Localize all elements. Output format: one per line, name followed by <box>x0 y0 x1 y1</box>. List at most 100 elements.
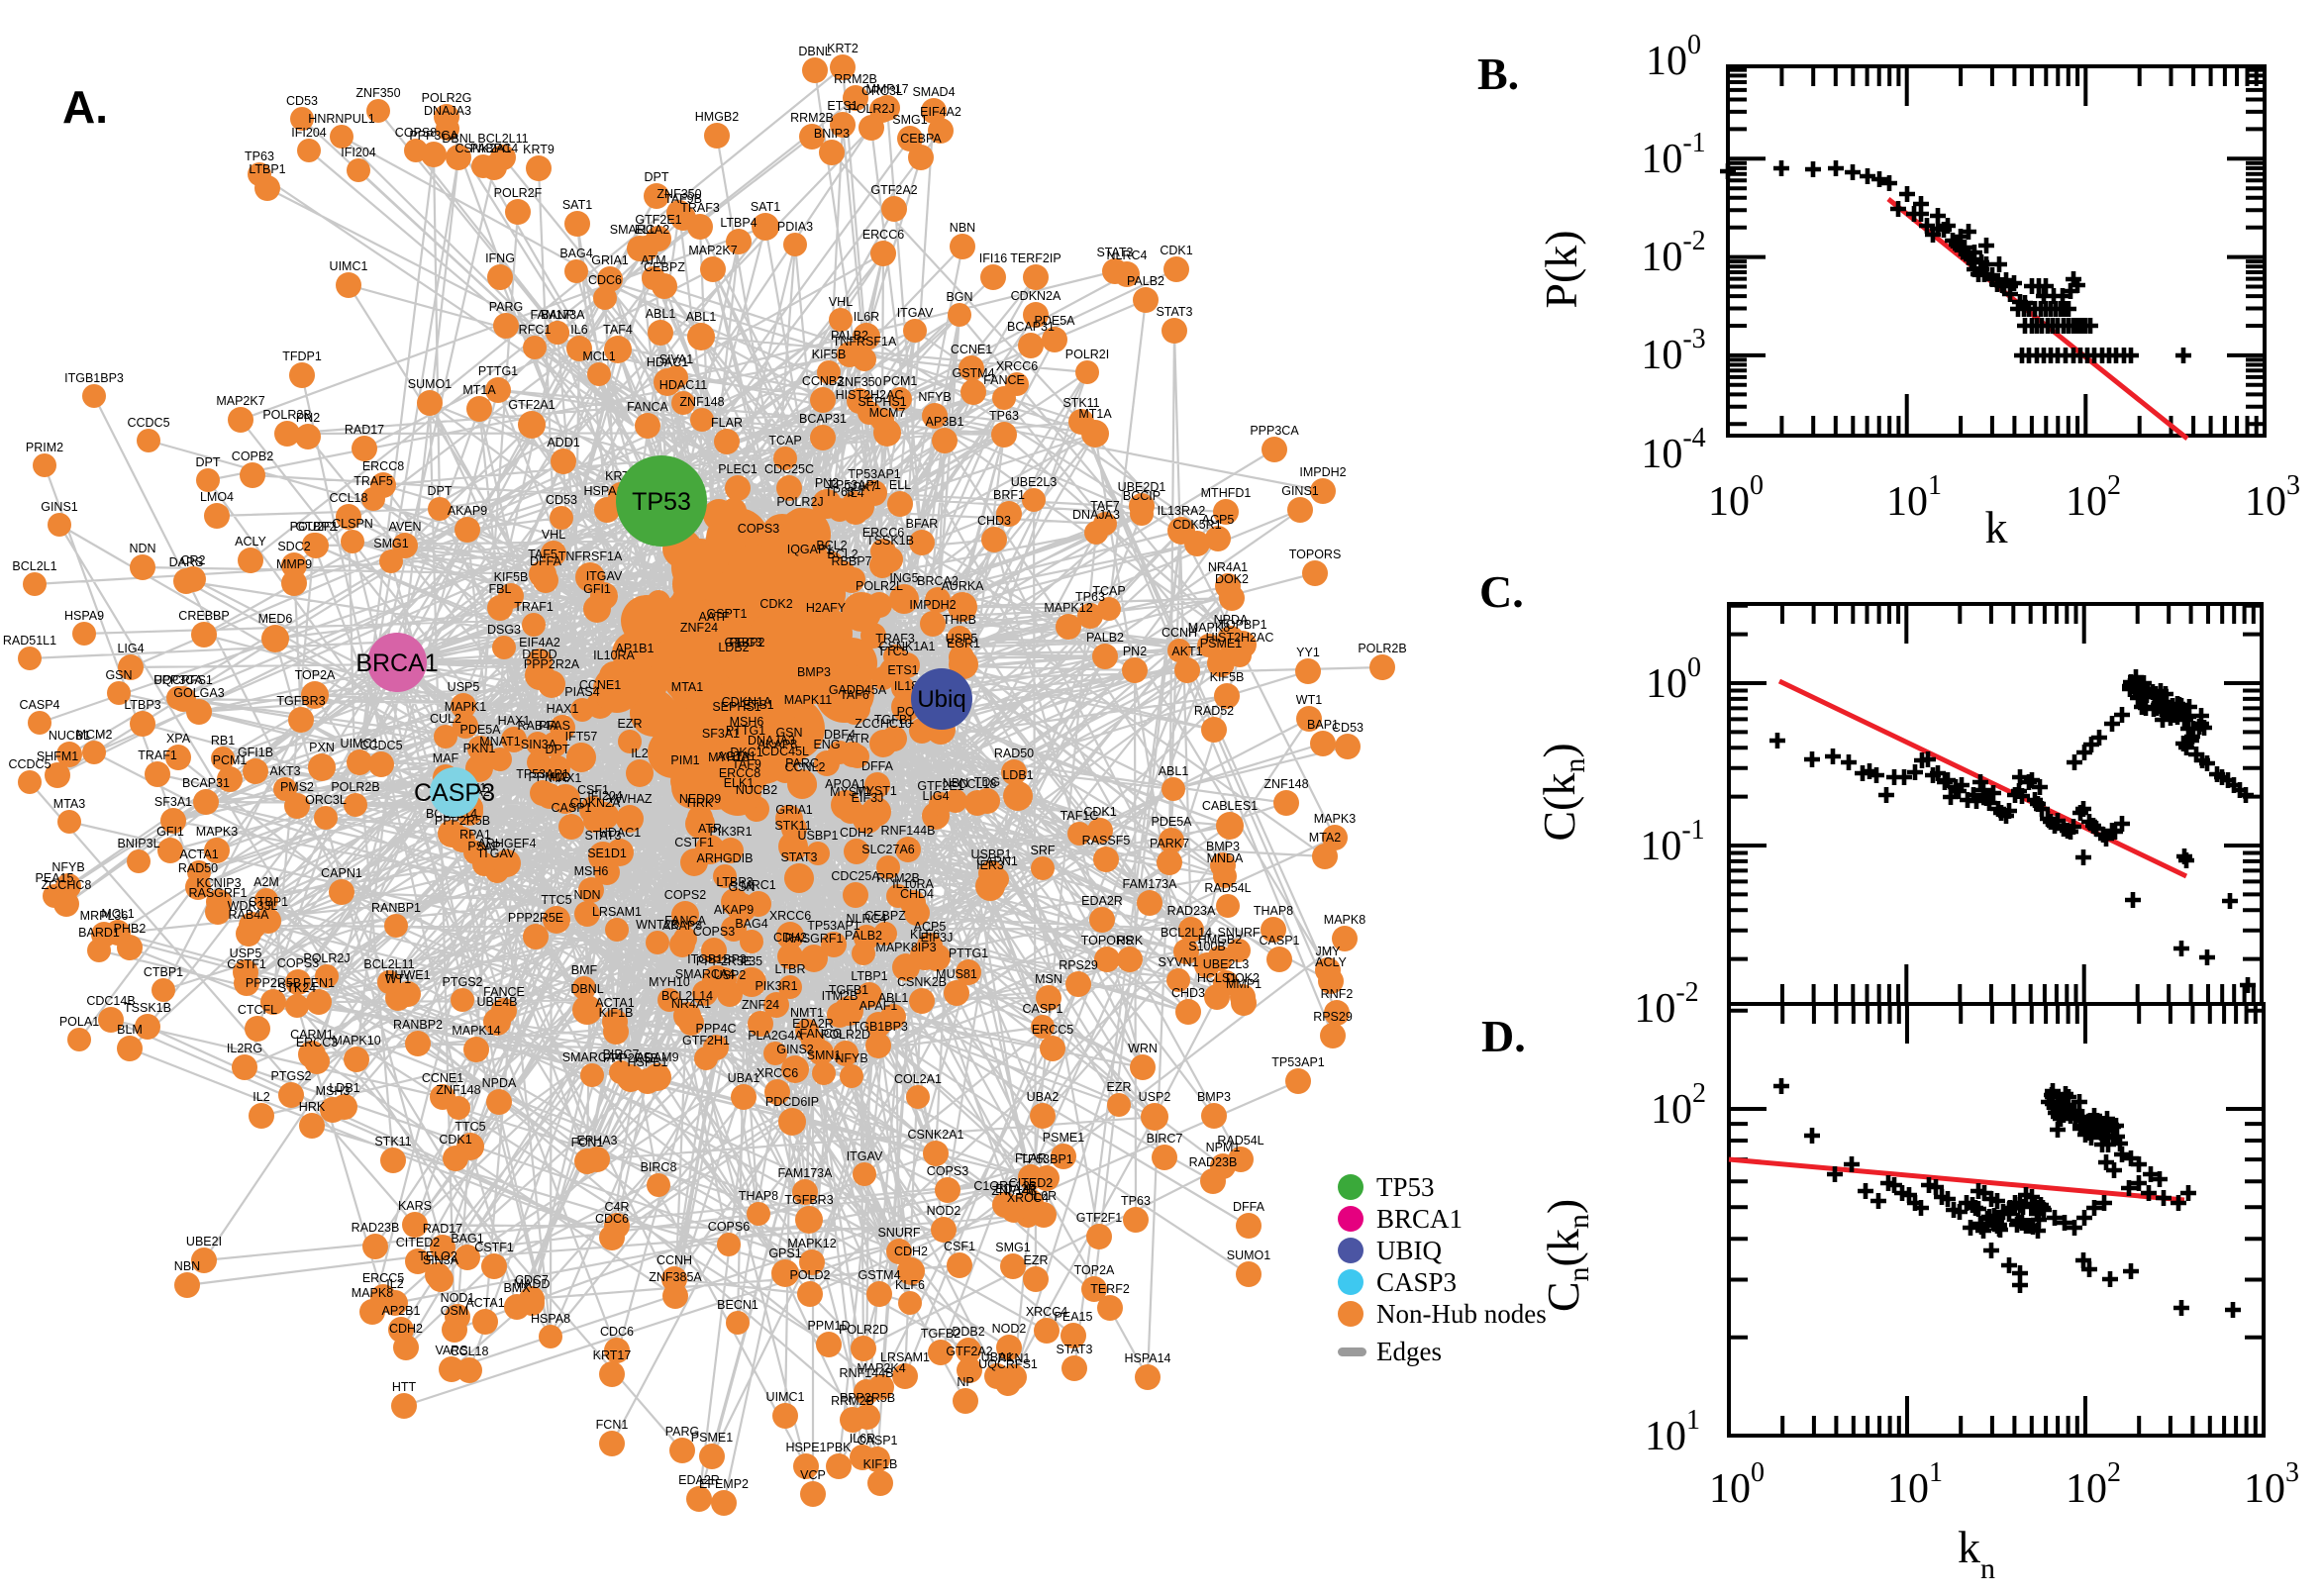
svg-text:HMGB2: HMGB2 <box>1198 933 1243 947</box>
svg-text:BIRC7: BIRC7 <box>1147 1132 1183 1146</box>
svg-text:PSME1: PSME1 <box>691 1431 733 1445</box>
svg-text:NR4A1: NR4A1 <box>671 997 711 1011</box>
svg-text:GTBP2: GTBP2 <box>296 520 337 534</box>
svg-text:PXN: PXN <box>309 741 335 754</box>
svg-text:DSG3: DSG3 <box>487 623 521 637</box>
svg-text:CEBPZ: CEBPZ <box>644 260 685 274</box>
svg-text:GTF2A2: GTF2A2 <box>870 183 917 197</box>
svg-text:AURKA: AURKA <box>941 579 984 593</box>
svg-text:DARS: DARS <box>169 555 204 569</box>
svg-text:IMPDH2: IMPDH2 <box>909 598 956 612</box>
svg-text:BCL2: BCL2 <box>816 539 847 552</box>
svg-text:BMP3: BMP3 <box>1197 1090 1231 1104</box>
svg-text:UIMC1: UIMC1 <box>341 737 379 750</box>
svg-text:TP63: TP63 <box>1121 1194 1151 1208</box>
svg-text:MCL1: MCL1 <box>101 907 134 921</box>
svg-text:ERCC5: ERCC5 <box>1032 1023 1073 1037</box>
svg-text:MT1A: MT1A <box>462 383 496 397</box>
svg-text:HRK: HRK <box>1117 934 1144 948</box>
svg-text:DEDD: DEDD <box>522 648 556 661</box>
svg-text:GSTM4: GSTM4 <box>952 366 994 380</box>
svg-text:DBF4: DBF4 <box>824 728 856 742</box>
svg-text:UBE4B: UBE4B <box>477 995 518 1009</box>
svg-text:RAD17: RAD17 <box>423 1222 462 1236</box>
svg-text:TP53AP1: TP53AP1 <box>848 467 901 481</box>
svg-text:VHL: VHL <box>542 528 565 542</box>
svg-text:CSF1: CSF1 <box>944 1240 975 1253</box>
svg-text:LTBP1: LTBP1 <box>249 162 285 176</box>
svg-text:RANBP2: RANBP2 <box>393 1018 443 1032</box>
svg-text:ARHGEF4: ARHGEF4 <box>477 837 536 850</box>
svg-text:BCL2L14: BCL2L14 <box>661 989 713 1003</box>
svg-text:TGFBR3: TGFBR3 <box>276 694 325 708</box>
svg-text:PTTG1: PTTG1 <box>478 364 518 378</box>
svg-text:SMARCA4: SMARCA4 <box>562 1050 622 1064</box>
svg-text:ZNF148: ZNF148 <box>1263 777 1308 791</box>
svg-text:TP63: TP63 <box>1075 590 1105 604</box>
svg-text:MED6: MED6 <box>258 612 293 626</box>
svg-text:HIST2H2AC: HIST2H2AC <box>1206 631 1274 645</box>
svg-text:STAT3: STAT3 <box>780 850 817 864</box>
svg-text:CD53: CD53 <box>1332 721 1364 735</box>
svg-text:TNFRSF1A: TNFRSF1A <box>558 549 623 563</box>
svg-text:RAD23B: RAD23B <box>1189 1155 1238 1169</box>
svg-text:ING5: ING5 <box>889 571 918 585</box>
svg-text:RB1: RB1 <box>211 734 235 748</box>
svg-text:BCL2L14: BCL2L14 <box>1161 926 1212 940</box>
svg-text:AP1B1: AP1B1 <box>616 642 655 655</box>
svg-text:HTT: HTT <box>392 1380 417 1394</box>
svg-text:TTC5: TTC5 <box>877 645 908 658</box>
svg-text:SMARCA2: SMARCA2 <box>610 223 669 237</box>
svg-text:PLEC1: PLEC1 <box>718 462 758 476</box>
svg-text:CDC6: CDC6 <box>588 273 622 287</box>
svg-text:RAD54L: RAD54L <box>1217 1134 1263 1147</box>
svg-text:SAT1: SAT1 <box>751 200 780 214</box>
svg-text:ACP5: ACP5 <box>1202 513 1235 527</box>
svg-text:NPDA: NPDA <box>482 1076 517 1090</box>
svg-text:SE1D1: SE1D1 <box>587 847 627 860</box>
svg-text:ZNF148: ZNF148 <box>436 1083 480 1097</box>
svg-text:MAPK3: MAPK3 <box>1314 812 1356 826</box>
svg-text:EZR: EZR <box>1024 1253 1049 1267</box>
svg-text:ETS1: ETS1 <box>743 698 773 712</box>
svg-text:LRSAM1: LRSAM1 <box>880 1350 930 1364</box>
svg-text:ELK1: ELK1 <box>724 776 755 790</box>
svg-text:ARHGDIB: ARHGDIB <box>697 851 754 865</box>
svg-text:ERCC8: ERCC8 <box>719 766 760 780</box>
svg-text:IL2: IL2 <box>631 747 648 760</box>
svg-text:HSPA14: HSPA14 <box>1124 1351 1170 1365</box>
svg-text:CDK5R1: CDK5R1 <box>1172 518 1221 532</box>
svg-text:DOK2: DOK2 <box>1226 971 1260 985</box>
svg-text:NLRC4: NLRC4 <box>847 912 887 926</box>
svg-text:SNURF: SNURF <box>1217 926 1260 940</box>
svg-text:BNIP3: BNIP3 <box>814 127 850 141</box>
svg-text:MAPK3: MAPK3 <box>196 825 238 839</box>
svg-text:MSH6: MSH6 <box>730 715 764 729</box>
svg-text:CAPN1: CAPN1 <box>976 854 1018 868</box>
svg-text:MCM7: MCM7 <box>869 406 906 420</box>
svg-text:BRCA1: BRCA1 <box>355 649 438 677</box>
svg-text:IL10RA: IL10RA <box>892 877 934 891</box>
svg-text:CCL18: CCL18 <box>451 1345 489 1358</box>
svg-text:DFFA: DFFA <box>1233 1200 1265 1214</box>
svg-text:YY1: YY1 <box>1296 646 1320 659</box>
svg-text:RNF144B: RNF144B <box>840 1366 894 1380</box>
svg-text:GSN: GSN <box>775 726 802 740</box>
svg-text:RPS29: RPS29 <box>1059 958 1098 972</box>
svg-text:KLF6: KLF6 <box>895 1278 925 1292</box>
svg-text:ZNF385A: ZNF385A <box>649 1270 702 1284</box>
svg-text:TSSK1B: TSSK1B <box>866 534 914 548</box>
svg-text:CASP3: CASP3 <box>414 779 495 807</box>
svg-text:FLAR: FLAR <box>1015 1151 1047 1165</box>
svg-text:PPP3CA: PPP3CA <box>1250 424 1299 438</box>
svg-text:PMS2: PMS2 <box>280 780 314 794</box>
svg-text:C1ORF123: C1ORF123 <box>973 1179 1036 1193</box>
svg-text:TRAF5: TRAF5 <box>354 474 393 488</box>
svg-text:SMAD4: SMAD4 <box>912 85 955 99</box>
svg-text:PARK7: PARK7 <box>1150 837 1189 850</box>
svg-text:UQCRFS1: UQCRFS1 <box>153 673 213 687</box>
svg-text:ERCC6: ERCC6 <box>862 526 904 540</box>
svg-text:DNAJA3: DNAJA3 <box>748 734 795 748</box>
svg-text:POLR2D: POLR2D <box>821 1028 870 1042</box>
svg-text:USBP1: USBP1 <box>798 829 839 843</box>
